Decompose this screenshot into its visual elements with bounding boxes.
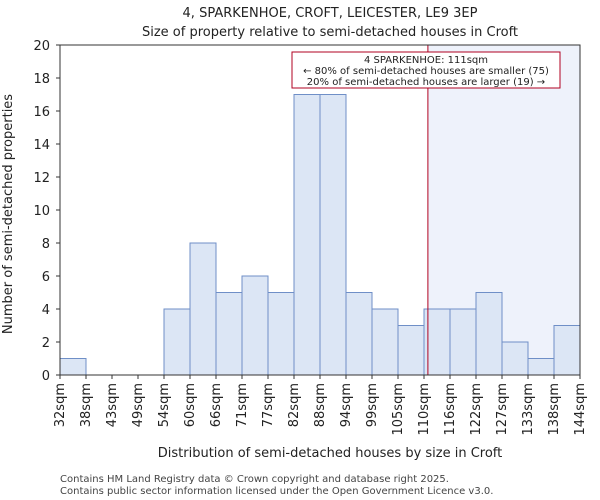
property-annotation: 4 SPARKENHOE: 111sqm ← 80% of semi-detac… (291, 51, 561, 89)
y-tick-label: 10 (33, 204, 50, 219)
bar-71sqm (241, 275, 269, 376)
annotation-box (291, 51, 561, 89)
x-tick-label: 88sqm (313, 383, 328, 427)
bar-group (59, 94, 581, 376)
x-tick-labels: 32sqm 38sqm 43sqm 49sqm 54sqm 60sqm 66sqm 71sqm… (53, 375, 588, 436)
chart-subtitle: Size of property relative to semi-detach… (142, 25, 518, 40)
x-tick-label: 110sqm (417, 383, 432, 436)
bar-122sqm (475, 292, 503, 376)
x-tick-label: 99sqm (365, 383, 380, 427)
bar-133sqm (527, 358, 555, 376)
bar-138sqm (553, 325, 581, 376)
y-tick-label: 4 (42, 303, 50, 318)
chart-title: 4, SPARKENHOE, CROFT, LEICESTER, LE9 3EP (183, 6, 478, 21)
annotation-title: 4 SPARKENHOE: 111sqm (364, 55, 488, 66)
bar-82sqm (293, 94, 321, 376)
plot-area: 32sqm 38sqm 43sqm 49sqm 54sqm 60sqm 66sqm 71sqm… (33, 39, 588, 436)
x-tick-label: 116sqm (443, 383, 458, 436)
bar-105sqm (397, 325, 425, 376)
bar-60sqm (189, 242, 217, 376)
y-tick-labels: 0 2 4 6 8 10 12 14 16 18 20 (33, 39, 60, 384)
x-tick-label: 122sqm (469, 383, 484, 436)
bar-94sqm (345, 292, 373, 376)
x-tick-label: 82sqm (287, 383, 302, 427)
y-tick-label: 18 (33, 72, 50, 87)
y-tick-label: 2 (42, 336, 50, 351)
bar-66sqm (215, 292, 243, 376)
x-tick-label: 49sqm (131, 383, 146, 427)
y-tick-label: 8 (42, 237, 50, 252)
bar-116sqm (449, 308, 477, 376)
bar-54sqm (163, 308, 191, 376)
x-tick-label: 71sqm (235, 383, 250, 427)
x-tick-label: 60sqm (183, 383, 198, 427)
x-tick-label: 105sqm (391, 383, 406, 436)
y-axis-label: Number of semi-detached properties (1, 94, 16, 334)
y-tick-label: 14 (33, 138, 50, 153)
x-tick-label: 133sqm (521, 383, 536, 436)
x-tick-label: 54sqm (157, 383, 172, 427)
x-tick-label: 66sqm (209, 383, 224, 427)
x-tick-label: 77sqm (261, 383, 276, 427)
bar-99sqm (371, 308, 399, 376)
x-tick-label: 127sqm (495, 383, 510, 436)
y-tick-label: 12 (33, 171, 50, 186)
bar-32sqm (59, 358, 87, 376)
x-tick-label: 144sqm (573, 383, 588, 436)
y-tick-label: 6 (42, 270, 50, 285)
x-tick-label: 32sqm (53, 383, 68, 427)
x-tick-label: 43sqm (105, 383, 120, 427)
y-tick-label: 0 (42, 369, 50, 384)
y-tick-label: 20 (33, 39, 50, 54)
bar-127sqm (501, 341, 529, 376)
x-tick-label: 94sqm (339, 383, 354, 427)
x-tick-label: 38sqm (79, 383, 94, 427)
footer-licence: Contains public sector information licen… (60, 486, 493, 497)
plot-frame (59, 44, 581, 376)
x-tick-label: 138sqm (547, 383, 562, 436)
annotation-larger: 20% of semi-detached houses are larger (… (307, 77, 545, 88)
x-axis-label: Distribution of semi-detached houses by … (158, 446, 503, 461)
footer-copyright: Contains HM Land Registry data © Crown c… (60, 474, 449, 485)
bar-88sqm (319, 94, 347, 376)
y-tick-label: 16 (33, 105, 50, 120)
annotation-smaller: ← 80% of semi-detached houses are smalle… (303, 66, 549, 77)
bar-77sqm (267, 292, 295, 376)
